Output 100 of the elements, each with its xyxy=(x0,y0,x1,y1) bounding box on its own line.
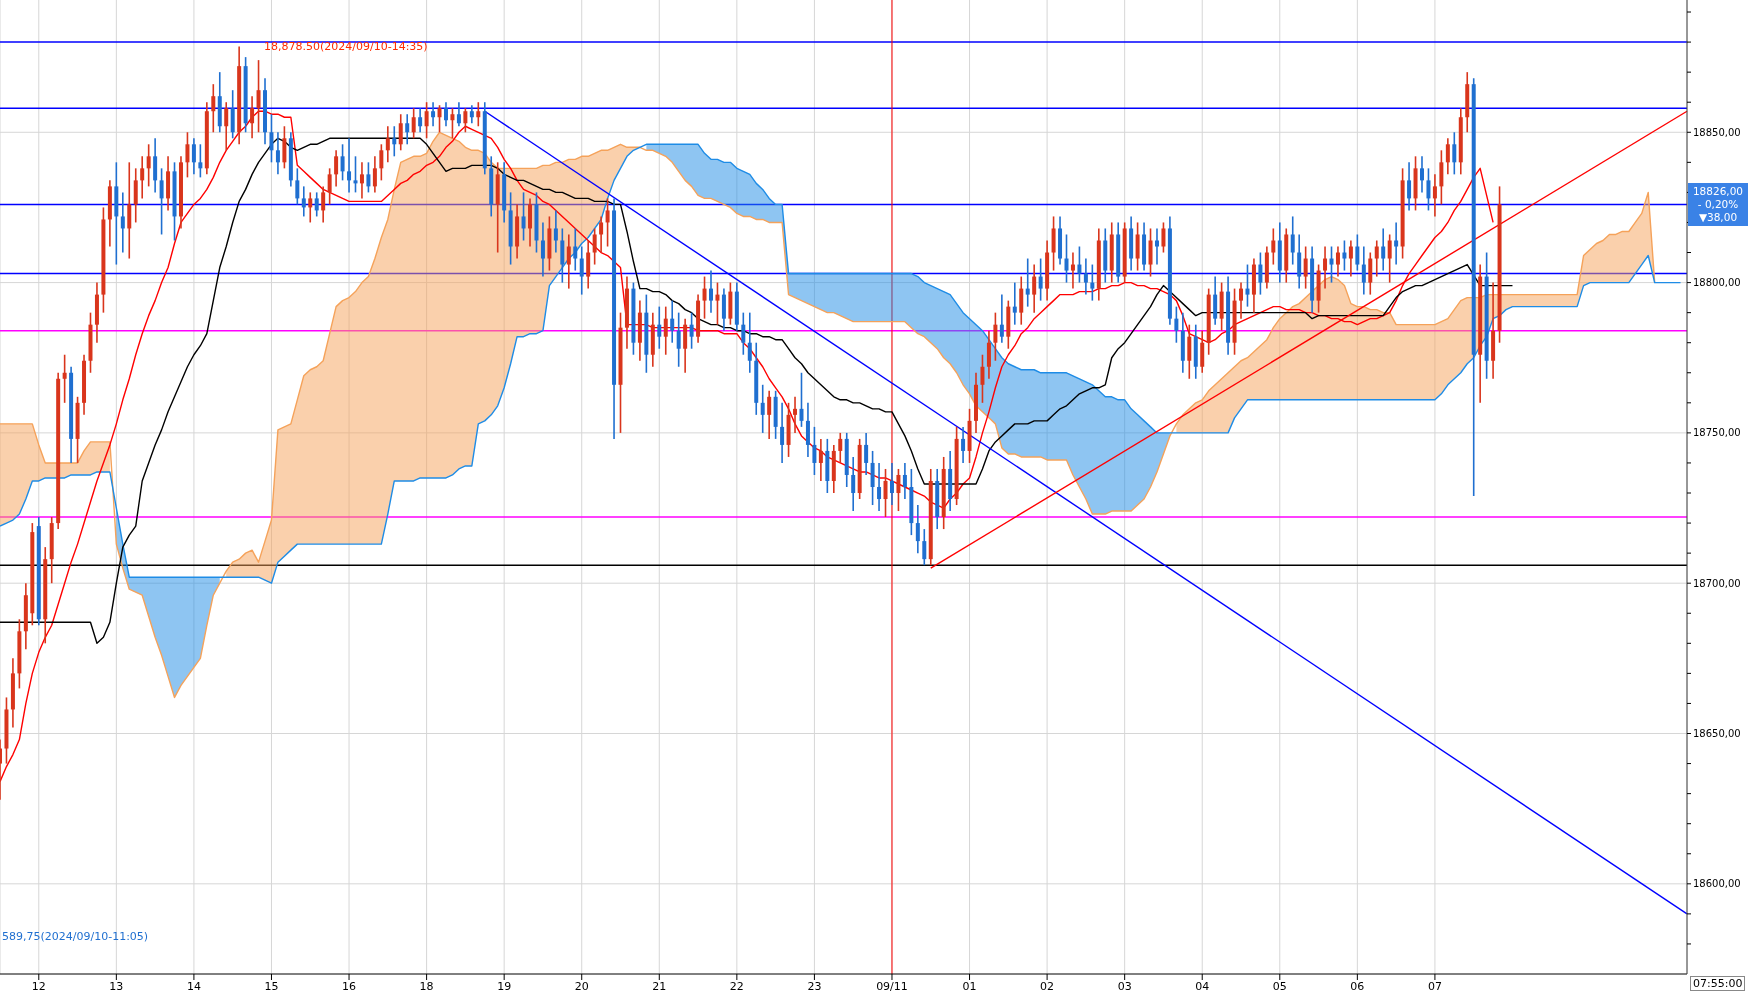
candlestick xyxy=(62,353,67,404)
x-tick-label: 03 xyxy=(1117,979,1132,993)
candlestick xyxy=(379,143,384,182)
candlestick xyxy=(1407,161,1412,212)
candlestick xyxy=(1077,245,1082,284)
x-tick-label: 20 xyxy=(574,979,589,993)
candlestick xyxy=(605,197,610,248)
candlestick xyxy=(314,191,319,218)
candlestick xyxy=(760,383,765,434)
candlestick xyxy=(366,161,371,194)
candlestick xyxy=(709,269,713,314)
candlestick xyxy=(663,305,668,356)
candlestick xyxy=(120,191,125,254)
annotation: 589,75(2024/09/10-11:05) xyxy=(2,930,149,943)
candlestick xyxy=(838,432,843,464)
x-tick-label: 22 xyxy=(729,979,744,993)
candlestick xyxy=(372,155,377,194)
candlestick xyxy=(702,275,707,320)
candlestick xyxy=(1303,245,1308,290)
candlestick xyxy=(321,185,326,224)
x-tick-label: 01 xyxy=(962,979,977,993)
candlestick xyxy=(398,113,403,152)
y-tick-label: 18750,00 xyxy=(1693,427,1741,439)
y-tick-label: 18850,00 xyxy=(1693,126,1741,138)
x-tick-label: 07 xyxy=(1427,979,1442,993)
line-series xyxy=(0,131,1656,699)
candlestick xyxy=(999,293,1004,344)
candlestick xyxy=(851,456,856,512)
candlestick xyxy=(670,299,675,344)
candlestick xyxy=(450,107,455,140)
candlestick xyxy=(1245,263,1250,308)
x-tick-label: 05 xyxy=(1272,979,1287,993)
candlestick xyxy=(1342,239,1347,272)
candlestick xyxy=(198,143,203,179)
candlestick xyxy=(1452,131,1457,176)
candlestick xyxy=(553,209,558,254)
candlestick xyxy=(437,104,442,134)
candlestick xyxy=(566,233,571,290)
candlestick xyxy=(385,125,390,164)
candlestick xyxy=(411,107,416,140)
candlestick xyxy=(340,143,345,182)
candlestick xyxy=(1374,239,1379,278)
candlestick xyxy=(359,161,364,200)
candlestick xyxy=(275,131,280,176)
y-tick-label: 18800,00 xyxy=(1693,277,1741,289)
candlestick xyxy=(301,185,306,218)
x-tick-label: 09/11 xyxy=(876,979,908,993)
candlestick xyxy=(715,281,720,326)
candlestick xyxy=(1032,263,1037,314)
candlestick xyxy=(418,107,423,134)
x-tick-label: 21 xyxy=(652,979,667,993)
candlestick xyxy=(741,311,746,356)
candlestick xyxy=(780,402,785,464)
text: 07:55:00 xyxy=(1690,976,1746,991)
candlestick xyxy=(922,528,927,566)
candlestick xyxy=(1271,227,1276,266)
y-tick-label: 18650,00 xyxy=(1693,728,1741,740)
candlestick xyxy=(269,113,274,164)
candlestick xyxy=(1432,173,1437,218)
ref-line-label: 18826,00 - 0,20% ▼38,00 xyxy=(1688,184,1748,224)
y-tick-label: 18700,00 xyxy=(1693,577,1741,589)
candlestick xyxy=(799,371,804,428)
candlestick xyxy=(599,215,604,254)
x-tick-label: 14 xyxy=(186,979,201,993)
candlestick xyxy=(1064,233,1069,284)
x-tick-label: 15 xyxy=(264,979,279,993)
candlestick xyxy=(469,104,474,125)
candlestick xyxy=(915,504,920,554)
candlestick xyxy=(463,107,468,134)
candlestick xyxy=(1239,281,1244,320)
candlestick xyxy=(1387,233,1392,284)
candlestick xyxy=(1038,257,1043,302)
candlestick xyxy=(185,131,190,179)
x-tick-label: 18 xyxy=(419,979,434,993)
candlestick xyxy=(1070,251,1075,290)
candlestick xyxy=(1348,239,1353,278)
candlestick xyxy=(902,462,907,500)
annotation: 18,878.50(2024/09/10-14:35) xyxy=(264,39,428,53)
candlestick xyxy=(579,245,584,296)
candlestick xyxy=(1355,233,1360,272)
candlestick xyxy=(1090,263,1095,302)
candlestick xyxy=(347,137,352,194)
candlestick xyxy=(140,155,145,200)
x-tick-label: 04 xyxy=(1195,979,1210,993)
candlestick xyxy=(767,390,772,440)
candlestick xyxy=(818,438,823,482)
candlestick xyxy=(883,468,888,518)
candlestick xyxy=(1290,215,1295,266)
x-tick-label: 23 xyxy=(807,979,822,993)
candlestick xyxy=(889,462,894,506)
candlestick xyxy=(676,311,681,368)
candlestick xyxy=(521,191,526,242)
candlestick xyxy=(308,191,313,224)
candlestick xyxy=(1426,167,1431,212)
candlestick xyxy=(896,468,901,512)
candlestick xyxy=(327,167,332,206)
candlestick xyxy=(334,149,339,188)
candlestick xyxy=(812,426,817,476)
candlestick xyxy=(689,311,694,350)
y-tick-label: 18600,00 xyxy=(1693,878,1741,890)
